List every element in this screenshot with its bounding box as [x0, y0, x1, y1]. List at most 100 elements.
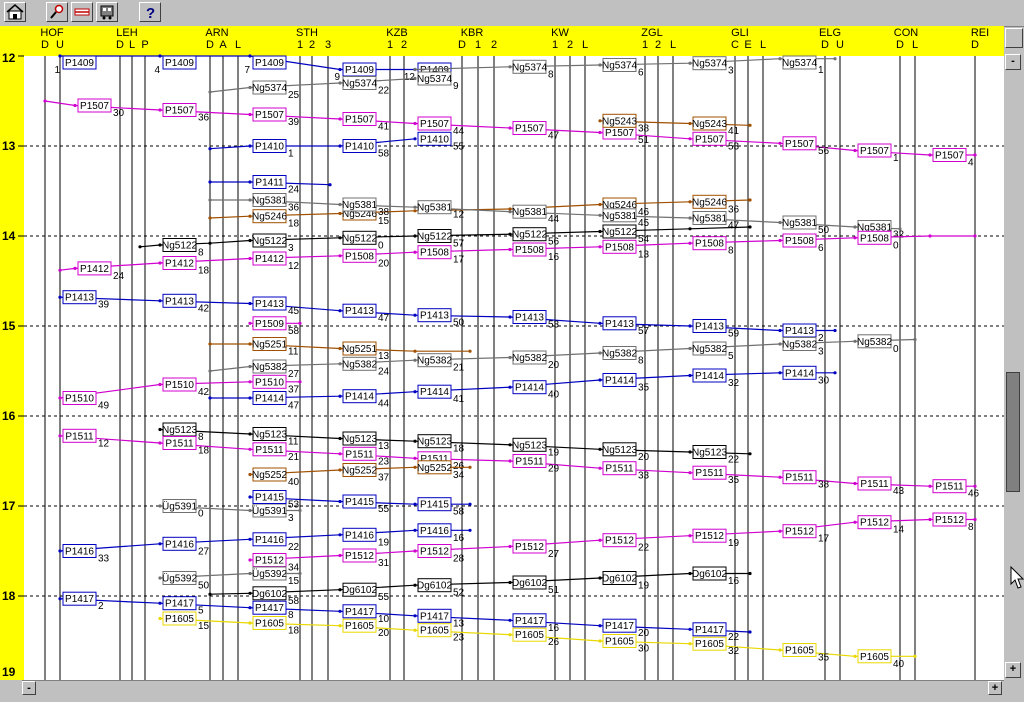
train-number-box[interactable]: [162, 103, 197, 117]
train-number-box[interactable]: [512, 575, 547, 590]
train-number-box[interactable]: [342, 446, 377, 461]
train-number-box[interactable]: [602, 533, 637, 548]
train-number-box[interactable]: [857, 230, 892, 245]
train-number-box[interactable]: [602, 316, 637, 331]
train-number-box[interactable]: [692, 211, 727, 225]
train-number-box[interactable]: [342, 389, 377, 404]
train-number-box[interactable]: [342, 527, 377, 542]
train-number-box[interactable]: [252, 359, 287, 374]
train-path[interactable]: Ng538227Ng538224Ng538221Ng538220Ng53828N…: [208, 334, 917, 380]
train-number-box[interactable]: [512, 242, 547, 257]
train-path[interactable]: P1411 24: [208, 175, 332, 196]
train-number-box[interactable]: [512, 454, 547, 468]
train-number-box[interactable]: [252, 316, 287, 331]
train-number-box[interactable]: [252, 337, 287, 351]
train-number-box[interactable]: [342, 618, 377, 633]
train-number-box[interactable]: [252, 374, 287, 389]
vertical-scroll-thumb[interactable]: [1006, 372, 1020, 492]
train-number-box[interactable]: [857, 515, 892, 530]
train-number-box[interactable]: [692, 465, 727, 480]
train-number-box[interactable]: [342, 230, 377, 245]
train-path[interactable]: P1511 12 P1511 18 P1511 21 P1511 23 P1511 26 P1511…: [58, 428, 980, 500]
train-number-box[interactable]: [77, 261, 112, 276]
train-number-box[interactable]: [692, 528, 727, 543]
train-number-box[interactable]: [417, 523, 452, 538]
train-number-box[interactable]: [857, 649, 892, 664]
train-number-box[interactable]: [162, 238, 197, 252]
train-number-box[interactable]: [602, 373, 637, 387]
train-number-box[interactable]: [342, 139, 377, 153]
train-path[interactable]: P1417 2 P1417 5 P1417 8 P1417 10 P1417 13 P1417 16 P…: [58, 591, 752, 643]
train-path[interactable]: P1415 53 P1415 55 P1415 58: [248, 490, 472, 518]
train-number-box[interactable]: [342, 248, 377, 263]
train-number-box[interactable]: [342, 341, 377, 356]
train-number-box[interactable]: [252, 80, 287, 95]
vertical-scroll-plus[interactable]: +: [1005, 662, 1021, 678]
train-number-box[interactable]: [512, 627, 547, 642]
train-path[interactable]: P1413 39 P1413 42 P1413 45 P1413 47 P1413 50 P1413…: [58, 290, 837, 344]
train-number-box[interactable]: [252, 55, 287, 70]
train-number-box[interactable]: [342, 356, 377, 371]
train-number-box[interactable]: [782, 470, 817, 485]
train-number-box[interactable]: [417, 308, 452, 323]
train-path[interactable]: P1412 24 P1412 18 P1412 12 P1508 20 P1508 17 P1508…: [58, 230, 977, 282]
horizontal-scroll-plus[interactable]: +: [988, 681, 1002, 695]
train-number-box[interactable]: [252, 233, 287, 248]
train-number-box[interactable]: [417, 544, 452, 558]
train-number-box[interactable]: [692, 622, 727, 637]
train-number-box[interactable]: [602, 113, 637, 128]
train-number-box[interactable]: [252, 566, 287, 581]
train-number-box[interactable]: [417, 245, 452, 260]
train-number-box[interactable]: [252, 391, 287, 405]
train-number-box[interactable]: [512, 59, 547, 74]
train-number-box[interactable]: [252, 296, 287, 311]
train-number-box[interactable]: [602, 618, 637, 633]
train-number-box[interactable]: [162, 596, 197, 611]
train-number-box[interactable]: [417, 116, 452, 131]
train-number-box[interactable]: [512, 613, 547, 628]
train-number-box[interactable]: [252, 442, 287, 457]
train-number-box[interactable]: [602, 442, 637, 457]
train-path[interactable]: P1605 15 P1605 18 P1605 20 P1605 23 P1605 26 P1605…: [158, 611, 917, 670]
train-number-box[interactable]: [602, 224, 637, 239]
train-number-box[interactable]: [602, 208, 637, 223]
train-number-box[interactable]: [417, 71, 452, 86]
train-number-box[interactable]: [782, 337, 817, 351]
train-number-box[interactable]: [512, 310, 547, 324]
train-number-box[interactable]: [342, 494, 377, 509]
train-number-box[interactable]: [512, 380, 547, 395]
train-number-box[interactable]: [252, 107, 287, 122]
train-number-box[interactable]: [782, 643, 817, 657]
train-number-box[interactable]: [252, 600, 287, 615]
train-number-box[interactable]: [162, 436, 197, 450]
train-path[interactable]: P1409 1 P1409 4 P1409 7 P1409 9 P1409 12: [54, 54, 452, 83]
train-number-box[interactable]: [692, 131, 727, 146]
train-number-box[interactable]: [162, 536, 197, 551]
train-path[interactable]: P1416 33 P1416 27 P1416 22 P1416 19 P1416 16: [58, 523, 472, 565]
train-number-box[interactable]: [602, 58, 637, 72]
train-path[interactable]: P1510 49 P1510 42 P1510 37: [58, 374, 302, 412]
train-number-box[interactable]: [782, 55, 817, 70]
vertical-scroll-minus[interactable]: -: [1005, 54, 1021, 70]
train-number-box[interactable]: [932, 148, 967, 162]
train-number-box[interactable]: [417, 460, 452, 475]
train-number-box[interactable]: [512, 204, 547, 219]
train-number-box[interactable]: [252, 193, 287, 207]
train-number-box[interactable]: [342, 197, 377, 212]
home-button[interactable]: [4, 2, 26, 22]
train-number-box[interactable]: [417, 434, 452, 449]
line-tool-button[interactable]: [71, 2, 93, 22]
train-number-box[interactable]: [857, 143, 892, 158]
train-number-box[interactable]: [417, 384, 452, 399]
train-button[interactable]: [96, 2, 118, 22]
horizontal-scrollbar[interactable]: [22, 680, 1004, 697]
train-number-box[interactable]: [162, 611, 197, 626]
